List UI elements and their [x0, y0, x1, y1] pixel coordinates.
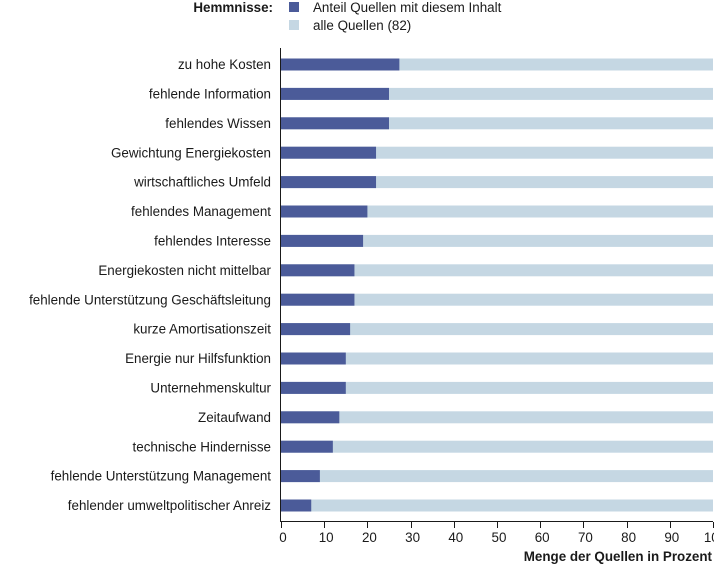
- bars-group: [281, 58, 713, 512]
- bar-all-sources: [281, 205, 713, 218]
- bar-share: [281, 293, 355, 306]
- x-tick-label: 60: [535, 530, 550, 545]
- bar-all-sources: [281, 499, 713, 512]
- x-axis: [280, 48, 713, 522]
- bar-all-sources: [281, 323, 713, 336]
- category-label: zu hohe Kosten: [178, 57, 271, 72]
- bar-share: [281, 323, 351, 336]
- bar-share: [281, 117, 389, 130]
- bar-all-sources: [281, 234, 713, 247]
- category-label: fehlendes Interesse: [154, 234, 271, 249]
- legend-swatch-all: [289, 20, 299, 30]
- category-header: Hemmnisse:: [193, 0, 273, 15]
- x-tick-label: 50: [492, 530, 507, 545]
- bar-all-sources: [281, 264, 713, 277]
- bar-share: [281, 58, 400, 71]
- bar-all-sources: [281, 470, 713, 483]
- category-labels: zu hohe Kosten fehlende Information fehlen…: [29, 57, 271, 513]
- legend-swatch-share: [289, 2, 299, 12]
- category-label: Energie nur Hilfsfunktion: [125, 351, 271, 366]
- x-tick-label: 10: [319, 530, 334, 545]
- category-label: fehlende Information: [149, 87, 271, 102]
- bar-share: [281, 146, 377, 159]
- x-tick-label: 40: [448, 530, 463, 545]
- category-label: Energiekosten nicht mittelbar: [98, 263, 271, 278]
- bar-share: [281, 352, 346, 365]
- category-label: fehlende Unterstützung Geschäftsleitung: [29, 292, 271, 307]
- category-label: fehlendes Management: [131, 204, 271, 219]
- category-label: Zeitaufwand: [198, 410, 271, 425]
- bar-all-sources: [281, 176, 713, 189]
- bar-all-sources: [281, 411, 713, 424]
- bar-share: [281, 176, 377, 189]
- category-label: fehlendes Wissen: [165, 116, 271, 131]
- x-tick-label: 30: [405, 530, 420, 545]
- bar-share: [281, 440, 333, 453]
- bar-all-sources: [281, 146, 713, 159]
- bar-share: [281, 234, 364, 247]
- category-label: Gewichtung Energiekosten: [111, 145, 271, 160]
- bar-all-sources: [281, 293, 713, 306]
- legend: Hemmnisse: Anteil Quellen mit diesem Inh…: [193, 0, 501, 33]
- category-label: technische Hindernisse: [133, 439, 271, 454]
- bar-share: [281, 264, 355, 277]
- bar-share: [281, 499, 312, 512]
- category-label: fehlender umweltpolitischer Anreiz: [68, 498, 271, 513]
- bar-all-sources: [281, 381, 713, 394]
- category-label: Unternehmenskultur: [150, 381, 271, 396]
- x-tick-label: 0: [279, 530, 286, 545]
- legend-label-all: alle Quellen (82): [313, 18, 411, 33]
- category-label: kurze Amortisationszeit: [133, 322, 271, 337]
- x-axis-ticks: 0 10 20 30 40 50 60 70 80 90 100: [279, 522, 714, 545]
- x-tick-label: 80: [621, 530, 636, 545]
- x-tick-label: 20: [362, 530, 377, 545]
- x-tick-label: 70: [578, 530, 593, 545]
- bar-share: [281, 381, 346, 394]
- bar-share: [281, 87, 389, 100]
- x-tick-label: 100: [704, 530, 714, 545]
- bar-share: [281, 470, 320, 483]
- legend-label-share: Anteil Quellen mit diesem Inhalt: [313, 0, 502, 15]
- bar-all-sources: [281, 440, 713, 453]
- bar-all-sources: [281, 352, 713, 365]
- bar-share: [281, 205, 368, 218]
- x-tick-label: 90: [664, 530, 679, 545]
- x-axis-title: Menge der Quellen in Prozent: [524, 549, 713, 564]
- category-label: wirtschaftliches Umfeld: [133, 175, 271, 190]
- category-label: fehlende Unterstützung Management: [51, 469, 272, 484]
- bar-share: [281, 411, 340, 424]
